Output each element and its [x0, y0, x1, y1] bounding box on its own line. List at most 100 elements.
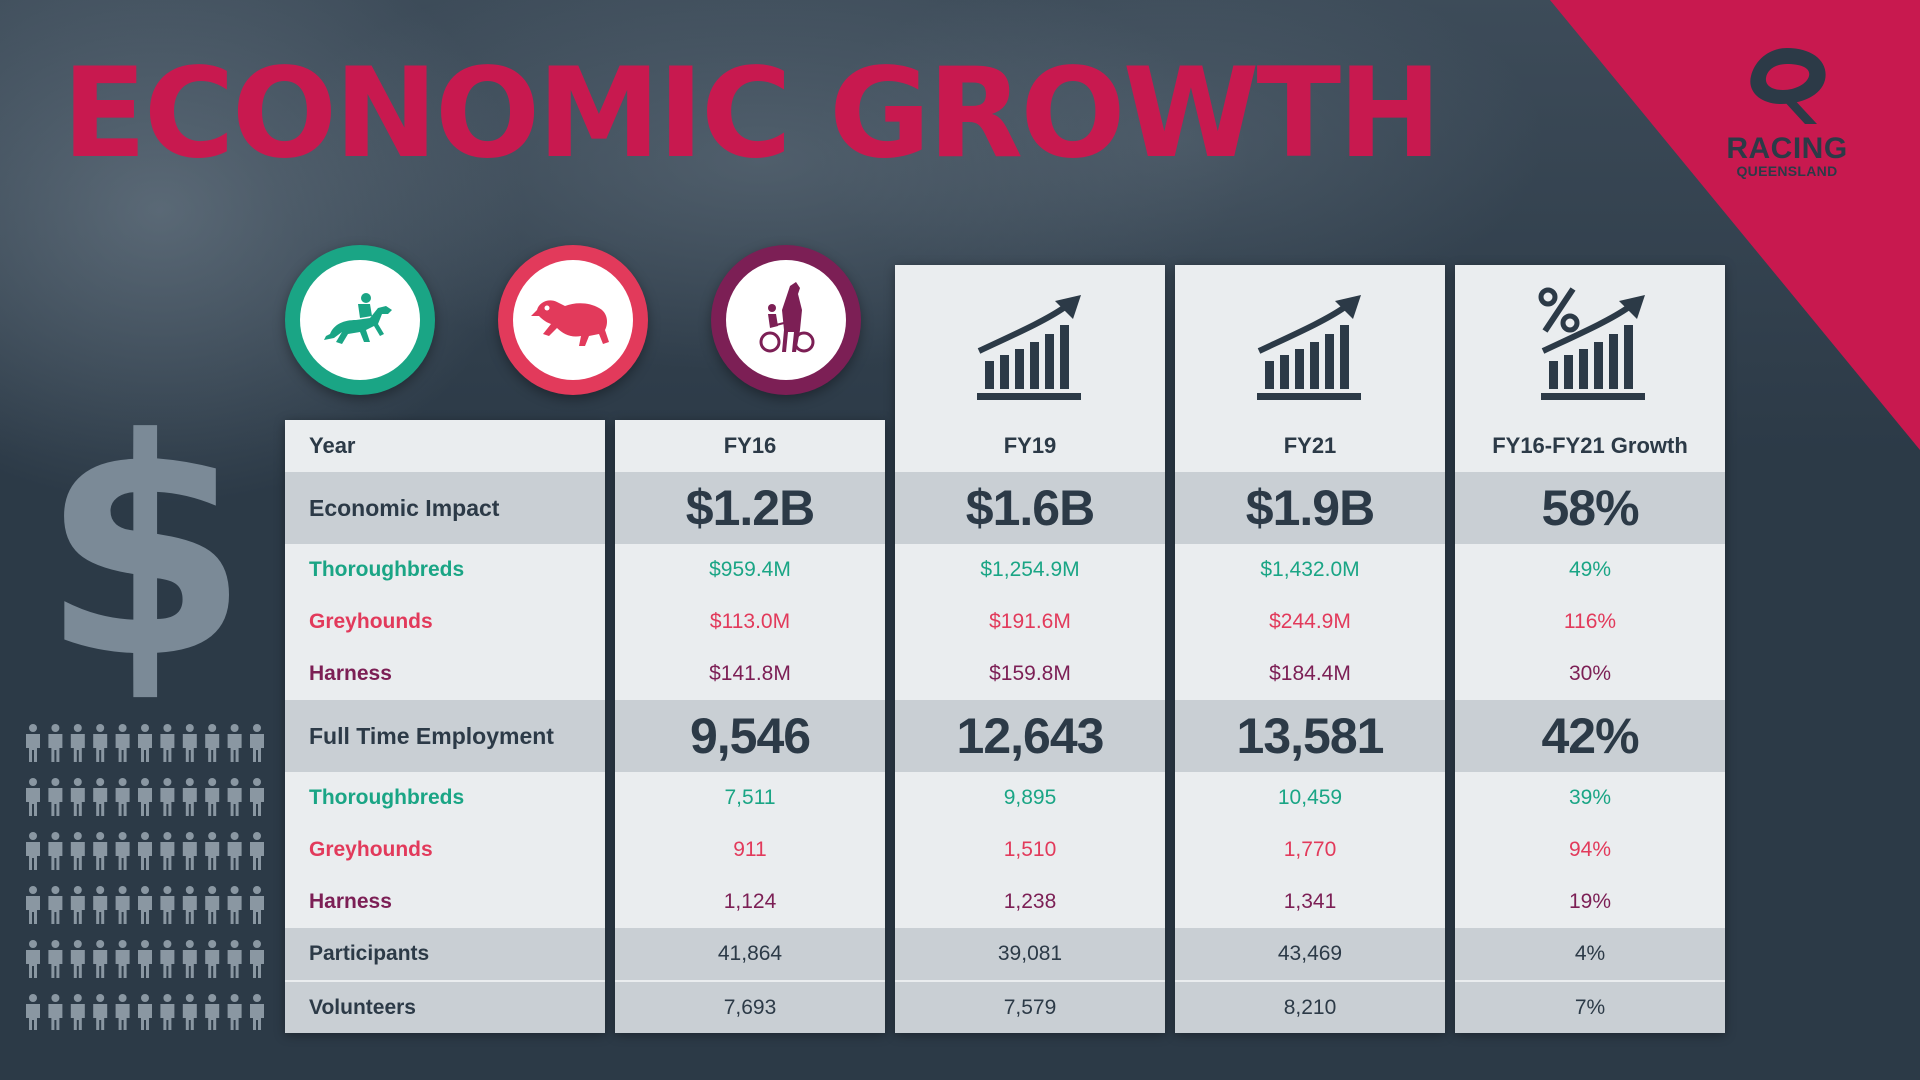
person-figure: [93, 778, 108, 816]
thoroughbreds-employment-fy21: 10,459: [1277, 786, 1343, 809]
label-thoroughbreds-impact: Thoroughbreds: [309, 558, 465, 581]
person-figure: [138, 940, 152, 978]
person-figure: [205, 994, 220, 1030]
person-figure: [227, 778, 242, 816]
label-thoroughbreds-employment: Thoroughbreds: [309, 786, 465, 809]
label-full-time-employment: Full Time Employment: [285, 700, 605, 772]
header-growth: FY16-FY21 Growth: [1492, 433, 1688, 458]
person-figure: [227, 832, 242, 870]
volunteers-fy19: 7,579: [895, 980, 1165, 1033]
column-fy16: FY16 $1.2B $959.4M $113.0M $141.8M 9,546…: [615, 420, 885, 1033]
harness-employment-fy19: 1,238: [1003, 890, 1057, 913]
person-figure: [26, 778, 40, 816]
employment-fy16: 9,546: [615, 700, 885, 772]
greyhounds-employment-fy21: 1,770: [1283, 838, 1337, 861]
person-figure: [182, 778, 197, 816]
harness-racing-icon: [759, 282, 815, 353]
person-figure: [227, 994, 242, 1030]
person-figure: [48, 832, 63, 870]
person-figure: [182, 940, 197, 978]
harness-impact-growth: 30%: [1568, 662, 1612, 685]
participants-fy21: 43,469: [1175, 928, 1445, 980]
header-fy16: FY16: [723, 433, 777, 458]
volunteers-fy16: 7,693: [615, 980, 885, 1033]
bar-chart-arrow-icon: [977, 295, 1081, 400]
page-title: ECONOMIC GROWTH: [62, 42, 1442, 186]
person-figure: [93, 724, 108, 762]
thoroughbreds-impact-fy19: $1,254.9M: [980, 558, 1080, 581]
participants-fy16: 41,864: [615, 928, 885, 980]
thoroughbreds-employment-fy19: 9,895: [1003, 786, 1057, 809]
harness-employment-growth: 19%: [1568, 890, 1612, 913]
person-figure: [160, 940, 175, 978]
person-figure: [48, 724, 63, 762]
person-figure: [26, 724, 40, 762]
harness-impact-fy16: $141.8M: [709, 662, 791, 685]
percent-bar-chart-arrow-icon: [1538, 287, 1645, 400]
header-fy21: FY21: [1283, 433, 1337, 458]
person-figure: [93, 940, 108, 978]
person-figure: [70, 724, 85, 762]
thoroughbreds-employment-growth: 39%: [1568, 786, 1612, 809]
person-figure: [205, 886, 220, 924]
economic-impact-growth: 58%: [1455, 472, 1725, 544]
person-figure: [115, 886, 130, 924]
person-figure: [48, 994, 63, 1030]
harness-impact-fy19: $159.8M: [989, 662, 1071, 685]
racing-queensland-logo: RACING QUEENSLAND: [1712, 40, 1862, 179]
person-figure: [250, 832, 264, 870]
person-figure: [115, 994, 130, 1030]
greyhounds-badge: [498, 245, 648, 395]
racehorse-jockey-icon: [324, 293, 392, 344]
greyhounds-employment-fy16: 911: [733, 838, 767, 861]
logo-text-racing: RACING: [1726, 132, 1848, 165]
person-figure: [138, 778, 152, 816]
person-figure: [227, 886, 242, 924]
logo-text-queensland: QUEENSLAND: [1736, 163, 1838, 179]
column-fy19: FY19 $1.6B $1,254.9M $191.6M $159.8M 12,…: [895, 265, 1165, 1033]
thoroughbreds-employment-fy16: 7,511: [724, 786, 776, 809]
greyhound-icon: [531, 300, 609, 346]
volunteers-growth: 7%: [1455, 980, 1725, 1033]
person-figure: [160, 886, 175, 924]
label-harness-impact: Harness: [309, 662, 392, 685]
column-growth: FY16-FY21 Growth 58% 49% 116% 30% 42% 39…: [1455, 265, 1725, 1033]
person-figure: [250, 994, 264, 1030]
person-figure: [160, 778, 175, 816]
person-figure: [26, 886, 40, 924]
person-figure: [26, 832, 40, 870]
person-figure: [48, 778, 63, 816]
person-figure: [182, 886, 197, 924]
person-figure: [70, 832, 85, 870]
employment-growth: 42%: [1455, 700, 1725, 772]
person-figure: [205, 724, 220, 762]
person-figure: [48, 886, 63, 924]
economic-impact-fy16: $1.2B: [615, 472, 885, 544]
greyhounds-employment-growth: 94%: [1568, 838, 1612, 861]
volunteers-fy21: 8,210: [1175, 980, 1445, 1033]
person-figure: [26, 994, 40, 1030]
person-figure: [93, 994, 108, 1030]
person-figure: [138, 886, 152, 924]
harness-employment-fy21: 1,341: [1283, 890, 1337, 913]
person-figure: [227, 724, 242, 762]
person-figure: [93, 886, 108, 924]
person-figure: [48, 940, 63, 978]
greyhounds-employment-fy19: 1,510: [1003, 838, 1057, 861]
label-volunteers: Volunteers: [285, 980, 605, 1033]
greyhounds-impact-fy16: $113.0M: [709, 610, 791, 633]
person-figure: [115, 940, 130, 978]
bar-chart-arrow-icon: [1257, 295, 1361, 400]
person-figure: [227, 940, 242, 978]
economic-impact-fy21: $1.9B: [1175, 472, 1445, 544]
label-greyhounds-employment: Greyhounds: [309, 838, 433, 861]
person-figure: [182, 994, 197, 1030]
participants-fy19: 39,081: [895, 928, 1165, 980]
thoroughbreds-impact-fy16: $959.4M: [709, 558, 791, 581]
label-economic-impact: Economic Impact: [285, 472, 605, 544]
person-figure: [138, 994, 152, 1030]
greyhounds-impact-growth: 116%: [1563, 610, 1617, 633]
label-greyhounds-impact: Greyhounds: [309, 610, 433, 633]
label-year: Year: [309, 433, 356, 458]
person-figure: [115, 832, 130, 870]
